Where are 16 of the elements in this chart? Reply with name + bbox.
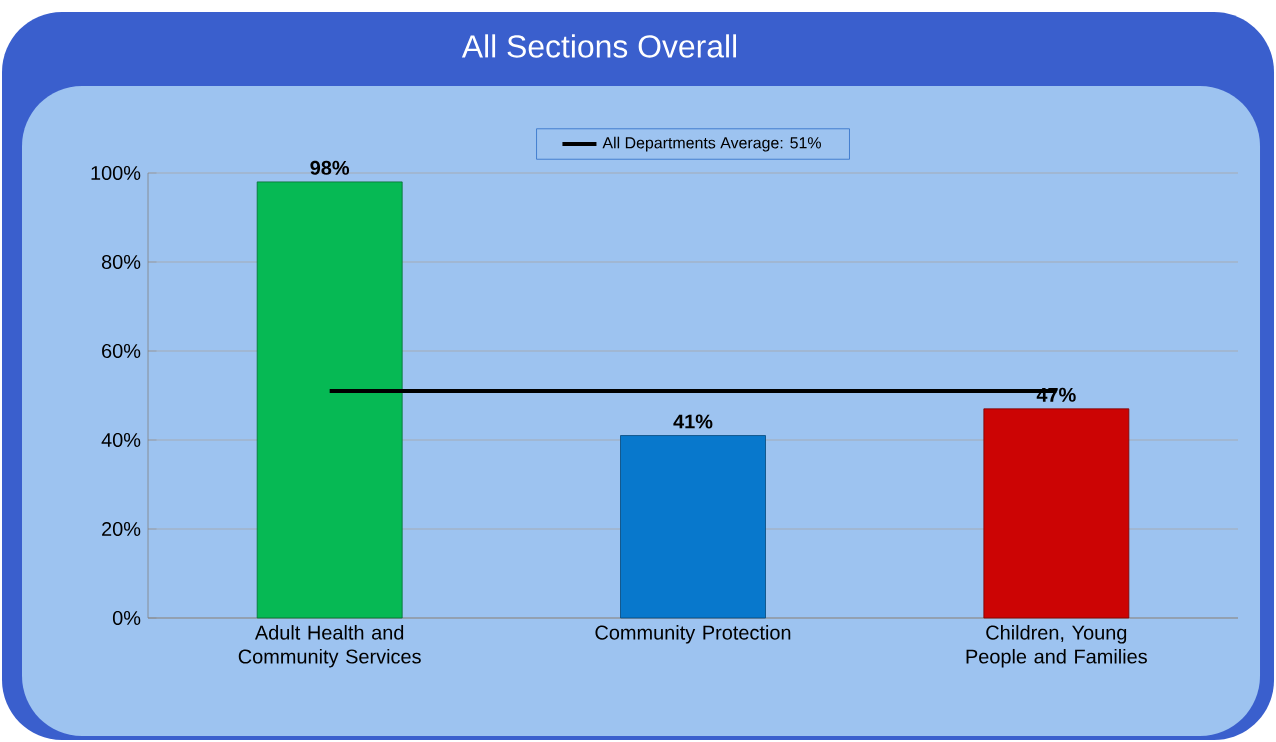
data-label: 41% [673, 414, 713, 429]
y-tick-label: 20% [102, 521, 141, 537]
y-tick-label: 80% [101, 254, 141, 270]
chart-title: All Sections Overall [461, 34, 737, 58]
y-tick-label: 0% [112, 610, 141, 626]
y-tick-label: 60% [102, 343, 141, 359]
x-tick-label: Children, Young People and Families [966, 625, 1147, 668]
y-tick-label: 100% [91, 165, 141, 181]
bar [256, 181, 403, 619]
bar [620, 435, 766, 619]
y-tick-label: 40% [101, 432, 141, 448]
legend-label: All Departments Average: 51% [602, 136, 821, 152]
x-tick-label: Adult Health and Community Services [238, 625, 421, 668]
data-label: 98% [310, 160, 350, 175]
bar [983, 408, 1130, 619]
x-tick-label: Community Protection [595, 625, 791, 644]
